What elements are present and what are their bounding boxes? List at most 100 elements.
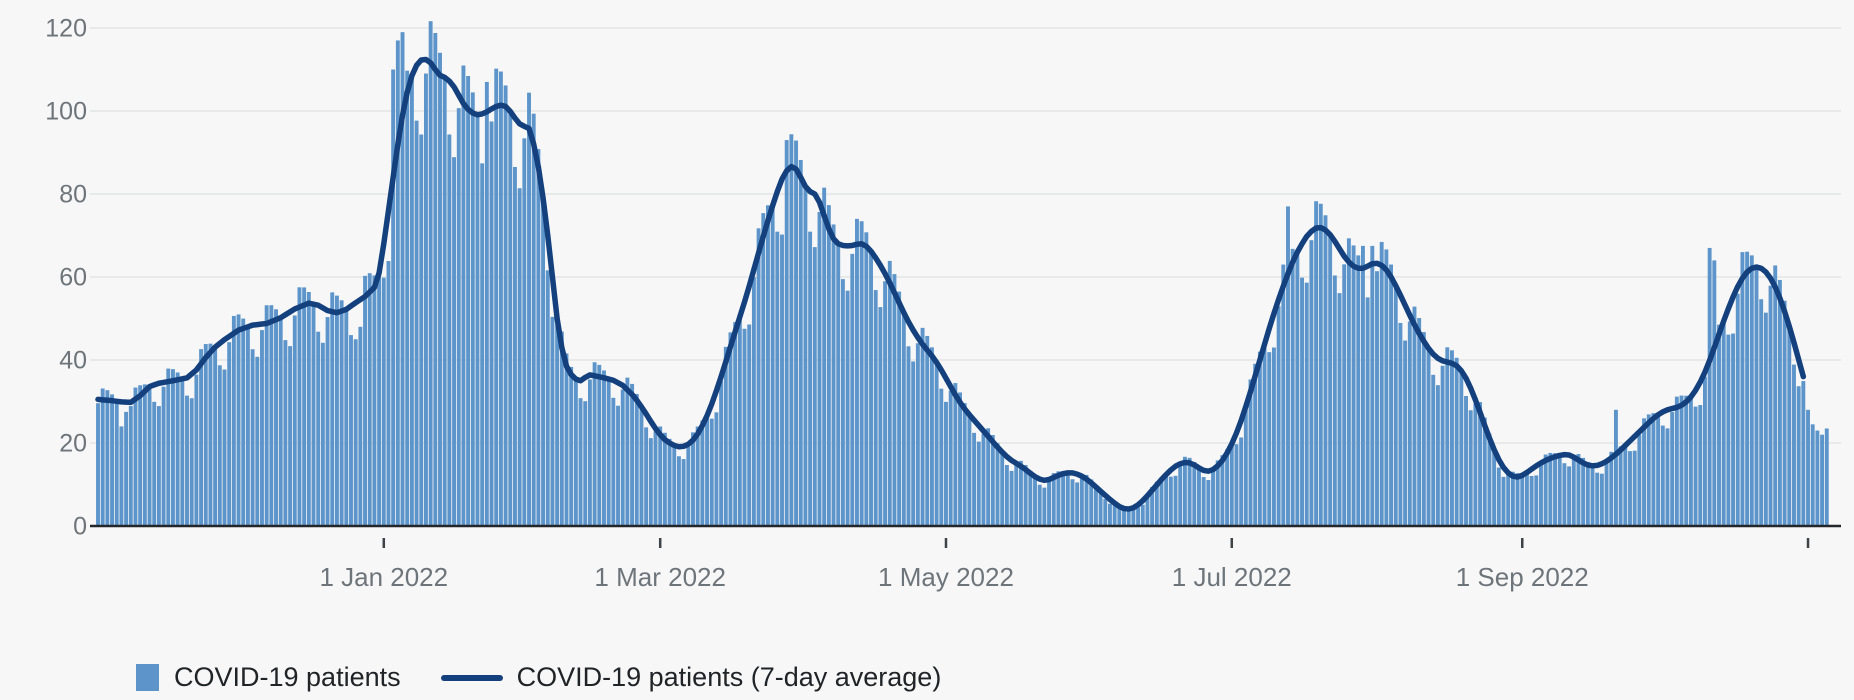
bar[interactable] [128,406,133,526]
bar[interactable] [1623,445,1628,526]
bar[interactable] [1510,471,1515,526]
bar[interactable] [494,68,499,526]
bar[interactable] [962,403,967,526]
bar[interactable] [859,221,864,526]
bar[interactable] [733,322,738,526]
bar[interactable] [1660,425,1665,526]
bar[interactable] [1281,264,1286,526]
bar[interactable] [1257,351,1262,526]
bar[interactable] [1337,293,1342,526]
bar[interactable] [1009,470,1014,526]
bar[interactable] [1168,476,1173,526]
bar[interactable] [770,205,775,526]
bar[interactable] [1759,299,1764,526]
bar[interactable] [705,415,709,526]
bar[interactable] [1243,410,1248,526]
bar[interactable] [878,307,883,526]
bar[interactable] [583,401,588,526]
bar[interactable] [466,76,471,526]
bar[interactable] [1004,465,1009,526]
bar[interactable] [869,251,873,526]
bar[interactable] [119,426,124,526]
bar[interactable] [967,414,972,526]
bar[interactable] [1501,476,1506,526]
bar[interactable] [255,356,260,526]
bar[interactable] [1276,306,1281,526]
bar[interactable] [1712,260,1717,526]
bar[interactable] [1754,267,1759,526]
bar[interactable] [1084,474,1089,526]
bar[interactable] [1609,451,1614,526]
bar[interactable] [391,69,396,526]
bar[interactable] [1492,449,1497,526]
bar[interactable] [1136,507,1141,526]
bar[interactable] [367,273,372,526]
bar[interactable] [1585,461,1590,526]
bar[interactable] [545,270,550,526]
bar[interactable] [447,134,452,526]
bar[interactable] [424,73,428,526]
bar[interactable] [1731,333,1736,526]
bar[interactable] [100,388,105,526]
bar[interactable] [944,401,948,526]
bar[interactable] [531,113,536,526]
bar[interactable] [1253,363,1258,526]
bar[interactable] [386,261,391,526]
bar[interactable] [372,275,377,526]
bar[interactable] [887,260,892,526]
bar[interactable] [1365,297,1370,526]
bar[interactable] [1740,252,1745,526]
bar[interactable] [1595,472,1600,526]
bar[interactable] [1220,455,1225,526]
bar[interactable] [1187,457,1192,526]
bar[interactable] [1225,449,1230,526]
bar[interactable] [986,428,991,526]
bar[interactable] [1632,450,1637,526]
bar[interactable] [1197,467,1201,526]
bar[interactable] [578,398,583,526]
bar[interactable] [667,438,672,526]
bar[interactable] [1051,473,1056,526]
bar[interactable] [1033,476,1037,526]
bar[interactable] [320,342,325,526]
bar[interactable] [1599,473,1604,526]
bar[interactable] [1670,412,1675,526]
bar[interactable] [1539,464,1543,526]
bar[interactable] [714,412,719,526]
bar[interactable] [831,224,836,526]
bar[interactable] [1426,348,1431,526]
bar[interactable] [995,443,1000,526]
bar[interactable] [1745,251,1750,526]
bar[interactable] [344,309,349,526]
bar[interactable] [1300,277,1304,526]
bar[interactable] [709,418,714,526]
bar[interactable] [264,305,269,526]
bar[interactable] [278,317,283,526]
bar[interactable] [1478,402,1483,526]
bar[interactable] [1314,201,1319,526]
bar[interactable] [114,401,119,526]
bar[interactable] [780,234,784,526]
bar[interactable] [161,386,166,526]
bar[interactable] [1782,300,1787,526]
bar[interactable] [334,295,339,526]
bar[interactable] [911,361,916,526]
bar[interactable] [616,405,620,526]
bar[interactable] [864,232,869,526]
bar[interactable] [292,315,297,526]
bar[interactable] [414,120,419,526]
bar[interactable] [1613,409,1618,526]
bar[interactable] [1192,461,1197,526]
bar[interactable] [194,374,199,526]
bar[interactable] [353,339,358,526]
bar[interactable] [1642,418,1646,526]
bar[interactable] [934,362,939,526]
bar[interactable] [747,324,752,526]
bar[interactable] [1262,344,1267,526]
bar[interactable] [1248,379,1253,526]
bar[interactable] [1417,318,1422,526]
bar[interactable] [1796,386,1801,526]
bar[interactable] [648,438,653,526]
bar[interactable] [564,353,569,526]
bar[interactable] [826,205,831,526]
